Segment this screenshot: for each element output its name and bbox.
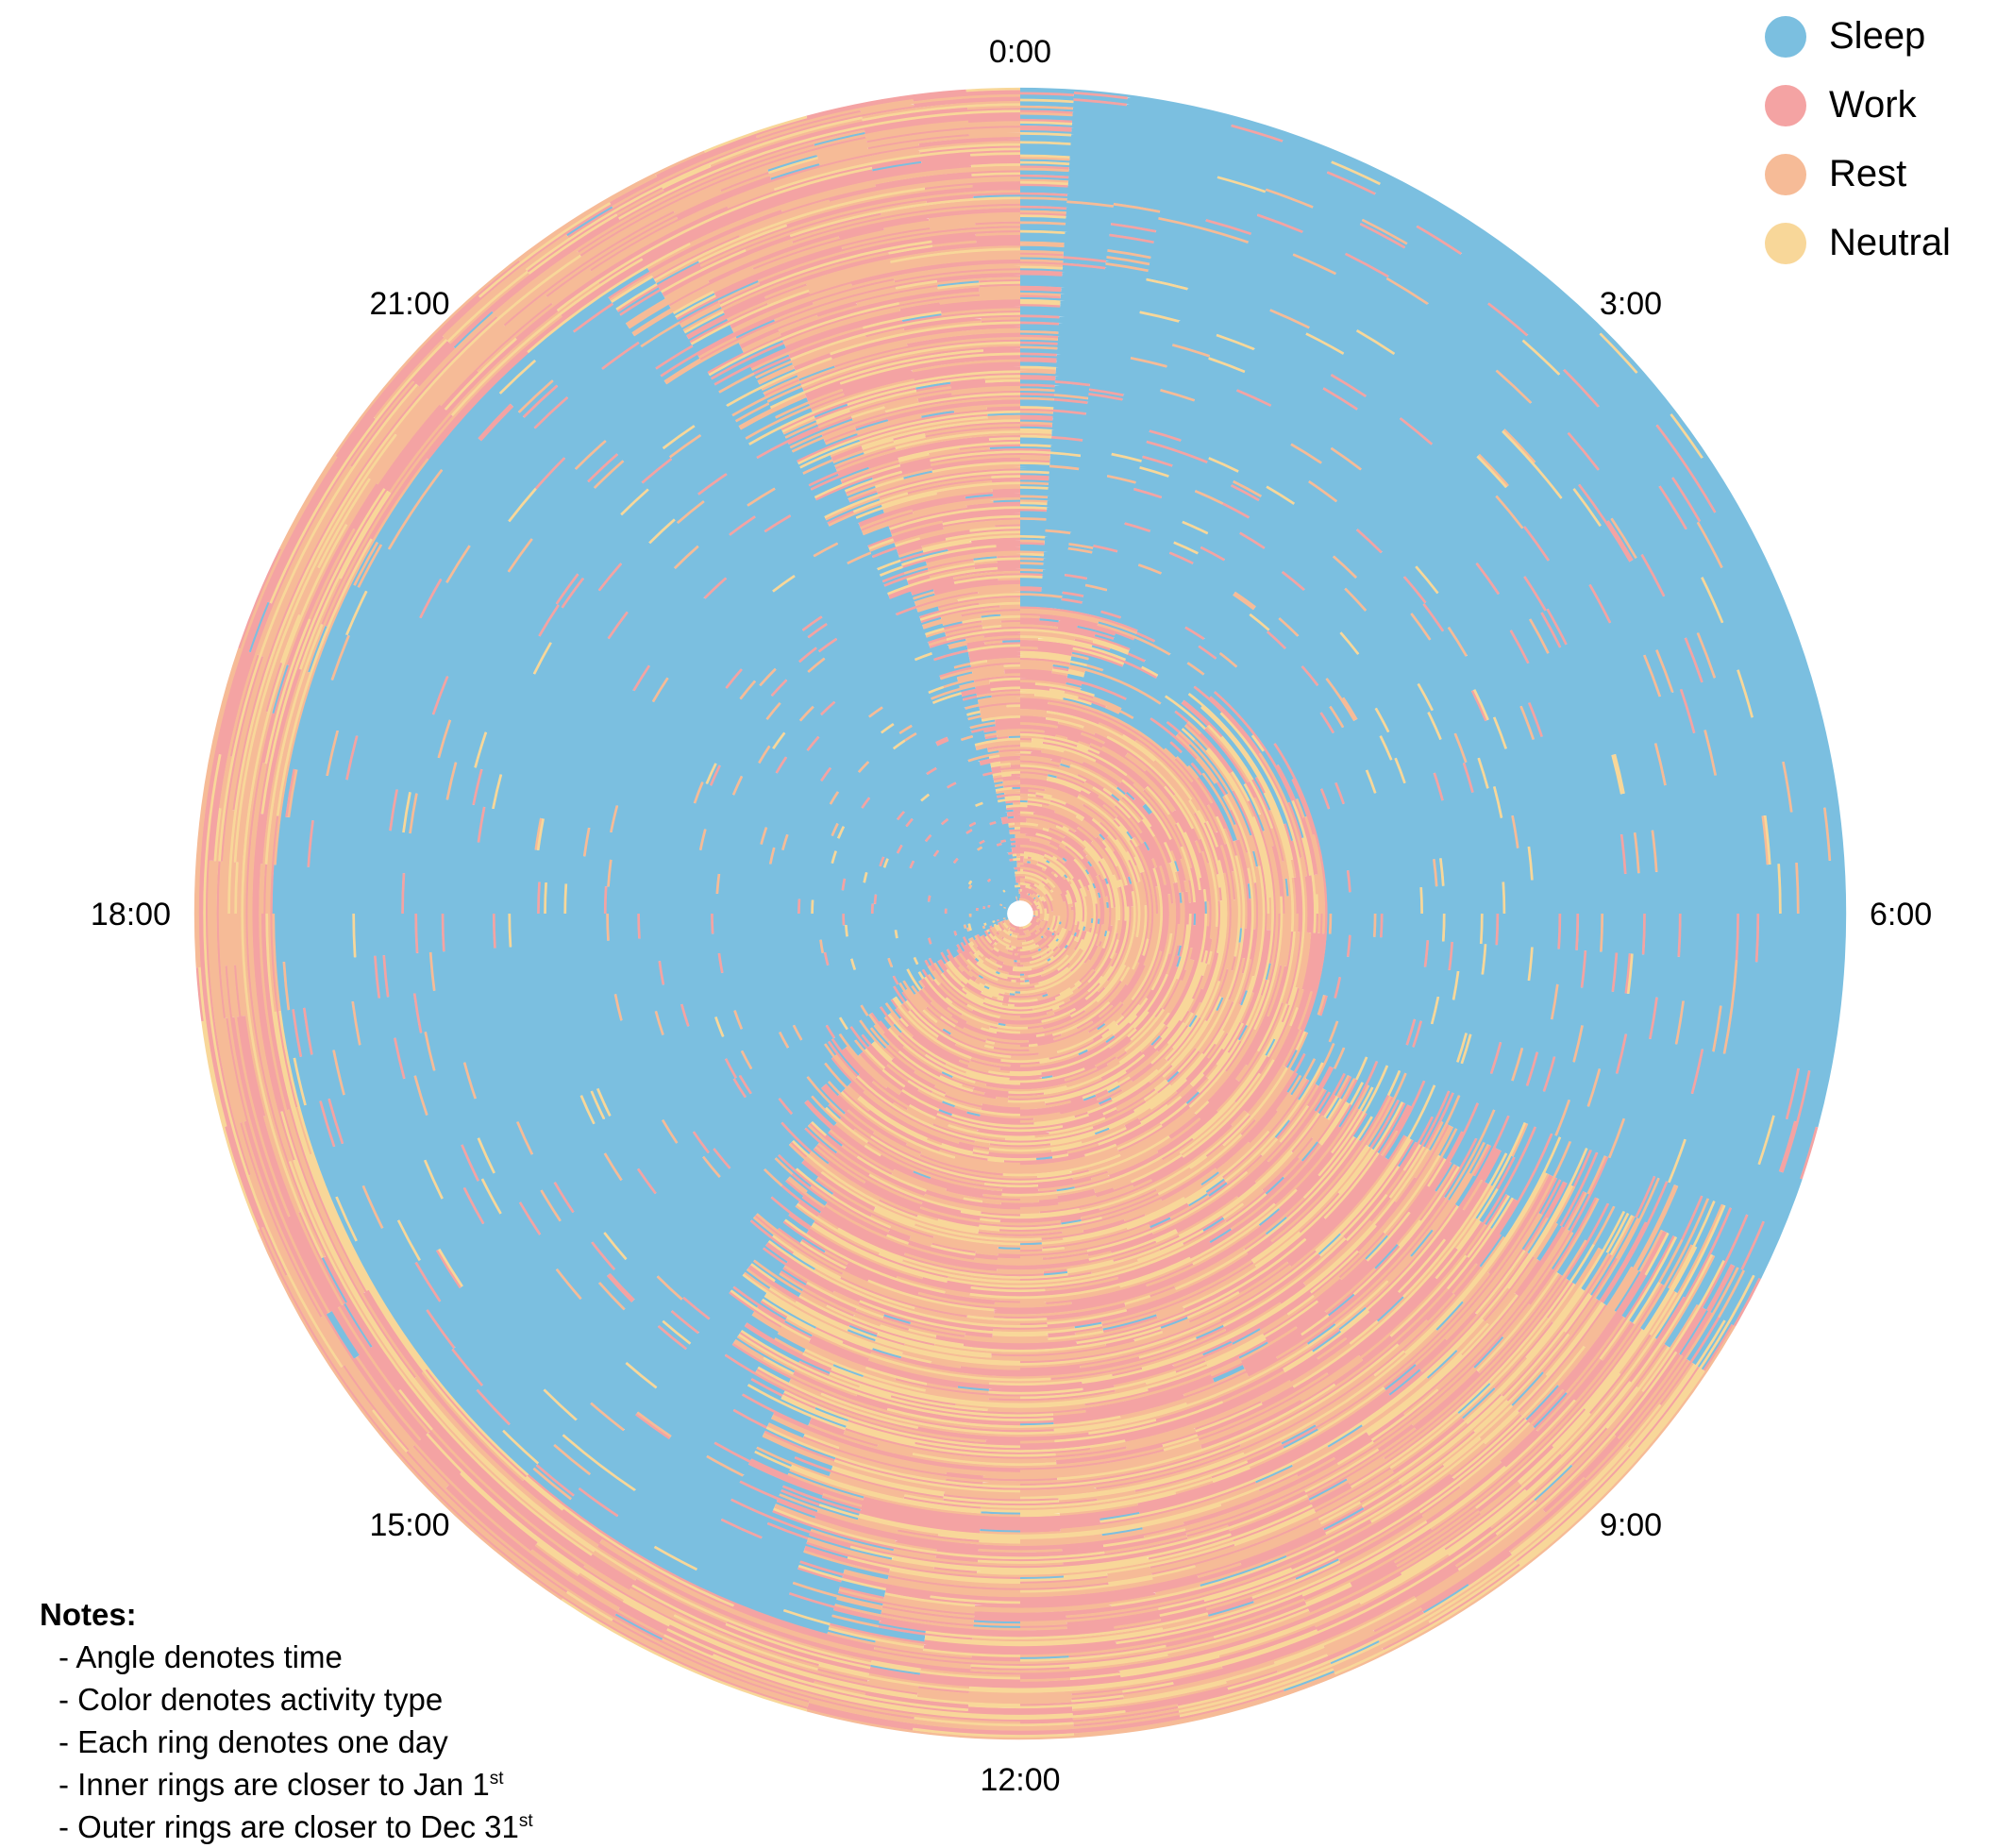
note-line: - Each ring denotes one day: [40, 1721, 533, 1763]
legend-label-rest: Rest: [1829, 153, 1907, 194]
note-line: - Inner rings are closer to Jan 1st: [40, 1763, 533, 1806]
series-rest: [193, 93, 1832, 1740]
legend-item-sleep: Sleep: [1765, 2, 1951, 71]
hour-label: 9:00: [1600, 1507, 1662, 1543]
legend-label-sleep: Sleep: [1829, 15, 1926, 57]
legend-swatch-rest: [1765, 153, 1806, 195]
legend-label-work: Work: [1829, 84, 1917, 126]
legend-item-work: Work: [1765, 71, 1951, 140]
hour-labels: 0:00 3:00 6:00 9:00 12:00 15:00 18:00 21:00: [91, 34, 1932, 1798]
legend-swatch-neutral: [1765, 222, 1806, 264]
note-text: - Color denotes activity type: [59, 1682, 444, 1717]
series-neutral: [198, 87, 1782, 1738]
legend-swatch-sleep: [1765, 15, 1806, 58]
note-superscript: st: [518, 1811, 533, 1831]
notes-title: Notes:: [40, 1597, 137, 1632]
hour-label: 3:00: [1600, 286, 1662, 322]
hour-label: 12:00: [980, 1762, 1060, 1798]
legend-item-neutral: Neutral: [1765, 209, 1951, 277]
note-superscript: st: [489, 1769, 504, 1789]
note-line: - Outer rings are closer to Dec 31st: [40, 1806, 533, 1848]
note-line: - Color denotes activity type: [40, 1678, 533, 1721]
note-text: - Outer rings are closer to Dec 31: [59, 1809, 519, 1844]
legend-item-rest: Rest: [1765, 140, 1951, 209]
note-text: - Inner rings are closer to Jan 1: [59, 1767, 490, 1802]
hour-label: 18:00: [91, 897, 171, 932]
legend-label-neutral: Neutral: [1829, 222, 1951, 263]
legend: Sleep Work Rest Neutral: [1765, 2, 1951, 277]
hour-label: 6:00: [1870, 897, 1932, 932]
notes: Notes: - Angle denotes time - Color deno…: [40, 1593, 533, 1848]
note-text: - Each ring denotes one day: [59, 1724, 448, 1759]
series-sleep: [248, 87, 1847, 1692]
hour-label: 0:00: [989, 34, 1051, 70]
hour-label: 21:00: [369, 286, 449, 322]
note-text: - Angle denotes time: [59, 1639, 343, 1674]
hour-label: 15:00: [369, 1507, 449, 1543]
note-line: - Angle denotes time: [40, 1636, 533, 1678]
series-work: [195, 89, 1819, 1736]
legend-swatch-work: [1765, 84, 1806, 126]
day-rings: [193, 87, 1847, 1740]
